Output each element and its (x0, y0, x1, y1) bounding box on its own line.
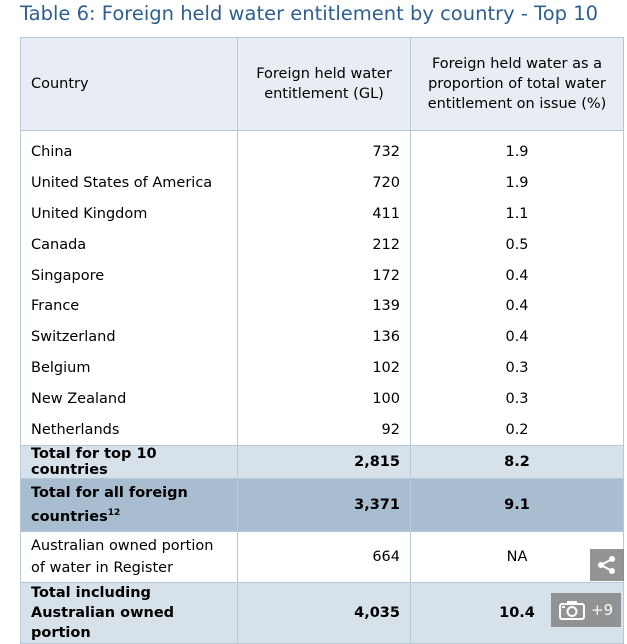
total-including-australian-label: Total including Australian owned portion (20, 582, 238, 644)
pct-cell: 1.9 (410, 167, 624, 199)
country-cell: China (20, 130, 238, 168)
header-proportion: Foreign held water as a proportion of to… (410, 37, 624, 131)
country-cell: Switzerland (20, 321, 238, 353)
country-cell: New Zealand (20, 383, 238, 415)
table-row: France 139 0.4 (20, 290, 624, 322)
footnote-marker: 12 (107, 508, 121, 519)
pct-cell: 1.9 (410, 130, 624, 168)
pct-cell: 0.4 (410, 290, 624, 322)
country-cell: Netherlands (20, 414, 238, 446)
header-country: Country (20, 37, 238, 131)
total-all-foreign-pct: 9.1 (410, 478, 624, 532)
gl-cell: 136 (237, 321, 411, 353)
table-row: Switzerland 136 0.4 (20, 321, 624, 353)
australian-owned-gl: 664 (237, 531, 411, 583)
total-top10-gl: 2,815 (237, 444, 411, 479)
gl-cell: 102 (237, 352, 411, 384)
table-row: Singapore 172 0.4 (20, 260, 624, 291)
total-all-foreign-gl: 3,371 (237, 478, 411, 532)
country-cell: Belgium (20, 352, 238, 384)
table-row: Netherlands 92 0.2 (20, 414, 624, 446)
australian-owned-pct: NA (410, 531, 624, 583)
total-top10-label: Total for top 10 countries (20, 444, 238, 479)
total-top10-pct: 8.2 (410, 444, 624, 479)
total-all-foreign-row: Total for all foreign countries12 3,371 … (20, 478, 624, 532)
photo-gallery-button[interactable]: +9 (551, 593, 621, 627)
table-row: China 732 1.9 (20, 130, 624, 168)
gl-cell: 100 (237, 383, 411, 415)
australian-owned-label: Australian owned portion of water in Reg… (20, 531, 238, 583)
table-row: United States of America 720 1.9 (20, 167, 624, 199)
gl-cell: 720 (237, 167, 411, 199)
pct-cell: 0.4 (410, 321, 624, 353)
pct-cell: 0.4 (410, 260, 624, 291)
country-cell: France (20, 290, 238, 322)
gl-cell: 732 (237, 130, 411, 168)
header-entitlement: Foreign held water entitlement (GL) (237, 37, 411, 131)
country-cell: United States of America (20, 167, 238, 199)
pct-cell: 0.3 (410, 352, 624, 384)
gl-cell: 92 (237, 414, 411, 446)
table-header-row: Country Foreign held water entitlement (… (20, 37, 624, 131)
table-row: Canada 212 0.5 (20, 229, 624, 261)
gl-cell: 139 (237, 290, 411, 322)
table-title: Table 6: Foreign held water entitlement … (20, 2, 599, 25)
share-icon (598, 556, 615, 574)
gl-cell: 172 (237, 260, 411, 291)
share-button[interactable] (590, 549, 624, 581)
country-cell: Singapore (20, 260, 238, 291)
total-all-foreign-label-cell: Total for all foreign countries12 (20, 478, 238, 532)
table-row: Belgium 102 0.3 (20, 352, 624, 384)
australian-owned-row: Australian owned portion of water in Reg… (20, 531, 624, 583)
country-cell: United Kingdom (20, 198, 238, 230)
pct-cell: 0.5 (410, 229, 624, 261)
pct-cell: 0.3 (410, 383, 624, 415)
pct-cell: 0.2 (410, 414, 624, 446)
total-all-foreign-label: Total for all foreign countries (31, 485, 188, 525)
camera-icon (559, 601, 585, 620)
photo-count: +9 (591, 601, 614, 619)
table-row: New Zealand 100 0.3 (20, 383, 624, 415)
total-including-australian-row: Total including Australian owned portion… (20, 582, 624, 644)
gl-cell: 212 (237, 229, 411, 261)
table-row: United Kingdom 411 1.1 (20, 198, 624, 230)
country-cell: Canada (20, 229, 238, 261)
pct-cell: 1.1 (410, 198, 624, 230)
gl-cell: 411 (237, 198, 411, 230)
total-including-australian-gl: 4,035 (237, 582, 411, 644)
water-entitlement-table: Country Foreign held water entitlement (… (20, 37, 624, 644)
total-top10-row: Total for top 10 countries 2,815 8.2 (20, 444, 624, 479)
